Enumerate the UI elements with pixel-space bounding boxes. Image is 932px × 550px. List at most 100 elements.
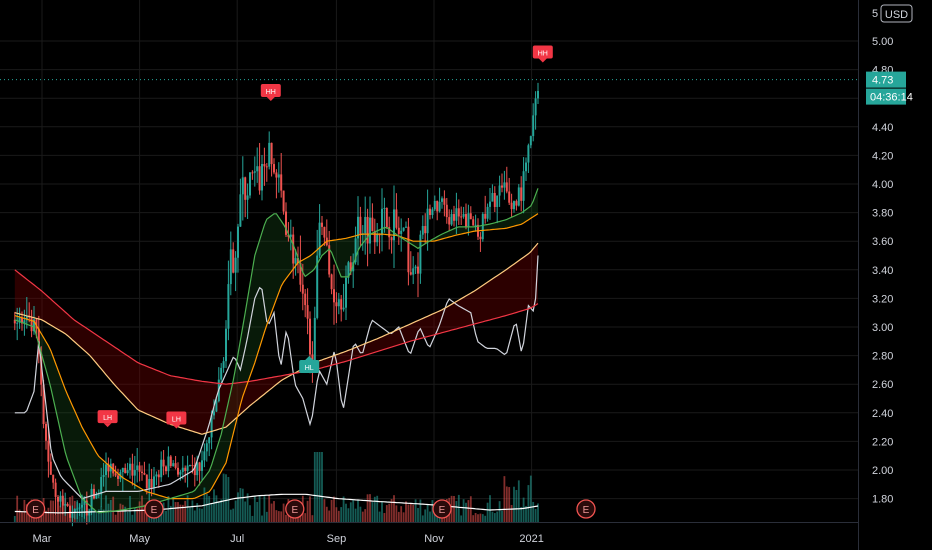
volume-bar [527, 485, 530, 522]
volume-bar [431, 500, 434, 522]
volume-bar [383, 513, 386, 522]
volume-bar [49, 500, 52, 522]
volume-bar [414, 499, 417, 522]
candle-body [268, 142, 271, 167]
earnings-circle-icon[interactable] [576, 499, 596, 519]
pivot-label-text: LH [172, 417, 181, 424]
volume-bar [143, 504, 146, 522]
earnings-marker[interactable]: E [432, 499, 452, 519]
volume-bar [433, 509, 436, 522]
candle-body [354, 238, 357, 263]
candle-body [479, 236, 482, 240]
time-axis[interactable]: Mar May Jul Sep Nov 2021 [0, 522, 858, 546]
candle-body [71, 512, 74, 518]
candle-body [88, 511, 91, 516]
candle-body [189, 465, 191, 467]
earnings-marker[interactable]: E [25, 499, 46, 519]
candle-body [318, 222, 321, 256]
volume-bar [378, 511, 381, 522]
volume-bar [59, 505, 62, 522]
volume-bar [501, 510, 503, 522]
candle-body [438, 201, 441, 212]
candle-body [21, 317, 23, 324]
earnings-circle-icon[interactable] [432, 499, 452, 519]
candle-body [330, 274, 333, 290]
earnings-marker[interactable]: E [144, 499, 164, 519]
candle-body [445, 204, 448, 218]
candle-body [508, 191, 511, 203]
pivot-arrow-icon [266, 97, 275, 102]
pivot-label-lh: LH [97, 410, 118, 428]
candle-body [54, 482, 57, 497]
price-tick-label: 2.80 [872, 351, 893, 363]
volume-bar [198, 508, 201, 522]
volume-bar [354, 508, 357, 522]
volume-bar [357, 500, 359, 522]
currency-label[interactable]: USD [885, 9, 908, 21]
volume-bar [208, 496, 211, 522]
price-tick-label: 4.00 [872, 179, 893, 191]
candle-body [496, 195, 499, 207]
volume-bar [18, 509, 21, 522]
volume-bar [537, 503, 539, 522]
candle-body [167, 456, 170, 472]
price-axis[interactable]: 1.80 2.00 2.20 2.40 2.60 2.80 3.00 3.20 3.40 3.60… [858, 0, 894, 550]
candle-body [78, 507, 81, 509]
volume-bar [174, 502, 177, 522]
volume-bar [145, 512, 148, 522]
volume-bar [321, 452, 323, 522]
volume-bar [309, 496, 311, 522]
candle-body [433, 200, 436, 210]
earnings-marker[interactable]: E [285, 499, 305, 519]
candle-body [335, 302, 338, 307]
pivot-label-hl: HL [299, 356, 320, 374]
earnings-circle-icon[interactable] [25, 499, 46, 519]
cloud-slow-long [14, 243, 539, 435]
candle-body [448, 217, 451, 225]
price-tick-label: 3.20 [872, 293, 893, 305]
volume-bar [419, 499, 422, 522]
candle-body [45, 423, 47, 441]
candle-body [37, 328, 40, 354]
candle-body [256, 166, 259, 172]
currency-badge-bg[interactable] [880, 4, 913, 23]
time-tick-label: Sep [327, 533, 347, 545]
volume-bar [138, 501, 141, 522]
candle-body [85, 500, 88, 516]
candle-body [179, 471, 182, 475]
volume-bar [481, 514, 484, 522]
volume-bar [525, 506, 527, 522]
candle-body [126, 470, 129, 474]
candle-body [131, 463, 134, 476]
volume-bar [246, 493, 249, 522]
volume-bar [323, 499, 326, 522]
earnings-circle-icon[interactable] [144, 499, 164, 519]
candle-body [81, 504, 83, 508]
volume-bar [453, 495, 455, 522]
earnings-circle-icon[interactable] [285, 499, 305, 519]
volume-bar [162, 502, 165, 522]
candle-body [501, 185, 503, 188]
candle-body [489, 201, 491, 207]
candle-body [251, 172, 254, 174]
candle-body [349, 262, 352, 272]
candle-body [280, 174, 283, 191]
volume-bar [172, 497, 175, 522]
candle-body [289, 234, 292, 237]
candle-body [150, 478, 153, 488]
volume-bar [193, 510, 196, 522]
candle-body [311, 354, 314, 361]
candle-body [138, 465, 141, 472]
candle-body [241, 177, 244, 195]
countdown-value: 04:36:14 [870, 92, 913, 104]
earnings-marker[interactable]: E [576, 499, 596, 519]
candle-body [191, 465, 194, 467]
candle-body [287, 234, 290, 237]
volume-bar [179, 504, 182, 522]
candle-body [407, 226, 410, 273]
ma-fast-line [14, 188, 539, 514]
price-tick-label: 3.00 [872, 322, 893, 334]
candle-body [455, 208, 458, 221]
volume-bar [275, 510, 278, 522]
